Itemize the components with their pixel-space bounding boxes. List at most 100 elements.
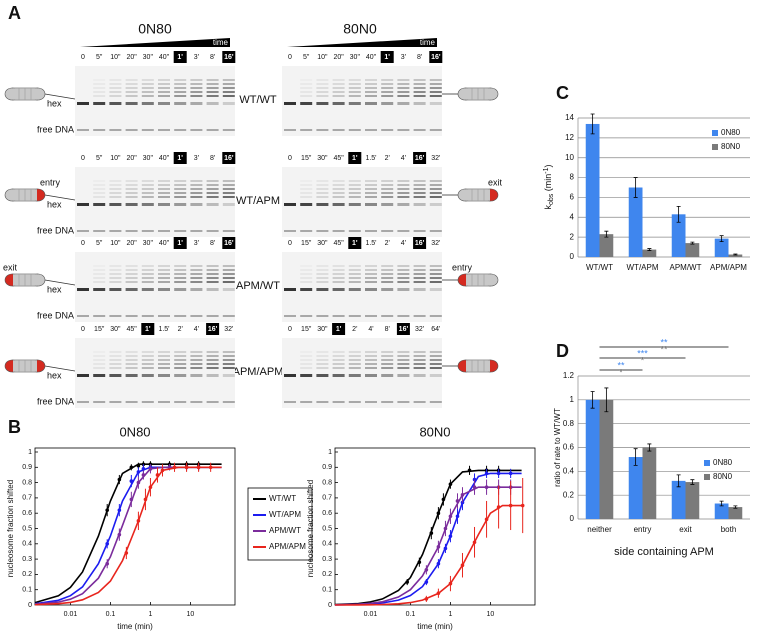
gel-band	[332, 359, 345, 361]
gel-band	[77, 230, 89, 232]
gel-band	[429, 102, 442, 105]
lane-label: 32'	[431, 155, 440, 162]
gel-band	[300, 401, 313, 403]
gel-band	[365, 351, 377, 353]
gel-band	[332, 273, 345, 275]
gel-band	[429, 83, 442, 85]
gel-band	[190, 102, 203, 105]
bar	[599, 399, 614, 519]
data-point	[117, 532, 122, 537]
gel-band	[190, 265, 203, 267]
gel-band	[397, 129, 410, 131]
gel-band	[348, 188, 361, 190]
bar	[685, 482, 700, 519]
data-point	[424, 597, 429, 601]
lane-label: 64'	[431, 326, 440, 333]
gel	[75, 252, 235, 322]
gel-band	[397, 374, 410, 377]
x-tick-label: 0.1	[406, 611, 416, 618]
legend-label: 80N0	[713, 472, 733, 481]
chart-title: 0N80	[119, 424, 150, 439]
gel-band	[125, 288, 138, 291]
gel-band	[300, 230, 313, 232]
gel-band	[93, 374, 106, 377]
gel-band	[365, 184, 377, 186]
gel-band	[206, 351, 219, 353]
column-title: 0N80	[138, 21, 172, 37]
gel-band	[348, 269, 361, 271]
gel-band	[429, 359, 442, 361]
gel-band	[284, 315, 296, 317]
gel-band	[141, 230, 154, 232]
gel-band	[348, 273, 361, 275]
gel-band	[174, 315, 187, 317]
gel-band	[300, 367, 313, 369]
gel-band	[222, 315, 235, 317]
y-tick-label: 0	[328, 602, 332, 609]
error-bar	[690, 479, 695, 485]
gel-band	[206, 288, 219, 291]
x-tick-label: WT/APM	[627, 263, 659, 272]
lane-label: 16'	[224, 155, 234, 162]
x-tick-label: both	[721, 525, 737, 534]
bar	[585, 399, 600, 519]
gel-band	[141, 192, 154, 194]
gel-band	[381, 91, 394, 93]
significance-mark: *	[641, 355, 645, 365]
gel-band	[109, 196, 122, 198]
gel-band	[413, 129, 426, 131]
bar	[714, 503, 729, 519]
gel-band	[348, 359, 361, 361]
gel-band	[93, 351, 105, 353]
lane-highlight	[222, 237, 236, 249]
lane-label: 8'	[210, 155, 215, 162]
lane-label: 8'	[385, 326, 390, 333]
gel-band	[413, 95, 426, 97]
gel-band	[316, 351, 329, 353]
lane-label: 10"	[110, 155, 121, 162]
gel-band	[429, 129, 442, 131]
lane-label: 30"	[143, 240, 154, 247]
gel-band	[93, 363, 106, 365]
gel-band	[190, 288, 203, 291]
gel-band	[332, 355, 345, 357]
gel-band	[125, 269, 138, 271]
lane-highlight	[348, 237, 362, 249]
gel-band	[381, 401, 394, 403]
gel-band	[397, 87, 410, 89]
gel-band	[348, 102, 361, 105]
data-point	[429, 531, 434, 535]
error-bar	[733, 253, 738, 256]
gel-band	[397, 359, 410, 361]
gel-band	[397, 180, 410, 182]
gel-band	[93, 359, 106, 361]
gel-band	[365, 265, 377, 267]
lane-label: 16'	[415, 155, 425, 162]
gel-band	[381, 203, 394, 206]
gel	[75, 167, 235, 237]
y-axis-label: nucleosome fraction shifted	[306, 480, 315, 577]
gel-band	[93, 180, 105, 182]
gel-band	[284, 288, 296, 291]
gel-band	[125, 355, 138, 357]
gel-band	[77, 374, 89, 377]
gel-band	[397, 95, 410, 97]
gel-band	[381, 367, 394, 369]
site-label: exit	[3, 262, 18, 272]
gel-band	[125, 184, 138, 186]
gel-band	[316, 269, 329, 271]
gel-band	[93, 315, 106, 317]
gel-band	[93, 83, 106, 85]
gel-band	[93, 269, 106, 271]
gel-band	[397, 277, 410, 279]
y-tick-label: 6	[570, 193, 575, 202]
y-tick-label: 1	[570, 395, 575, 404]
gel-band	[174, 188, 187, 190]
gel-band	[125, 83, 138, 85]
gel-band	[429, 184, 442, 186]
fit-curve	[334, 486, 522, 606]
x-tick-label: APM/WT	[670, 263, 702, 272]
lane-label: 30"	[317, 326, 328, 333]
lane-label: 10"	[110, 54, 121, 61]
error-bar	[647, 248, 652, 251]
